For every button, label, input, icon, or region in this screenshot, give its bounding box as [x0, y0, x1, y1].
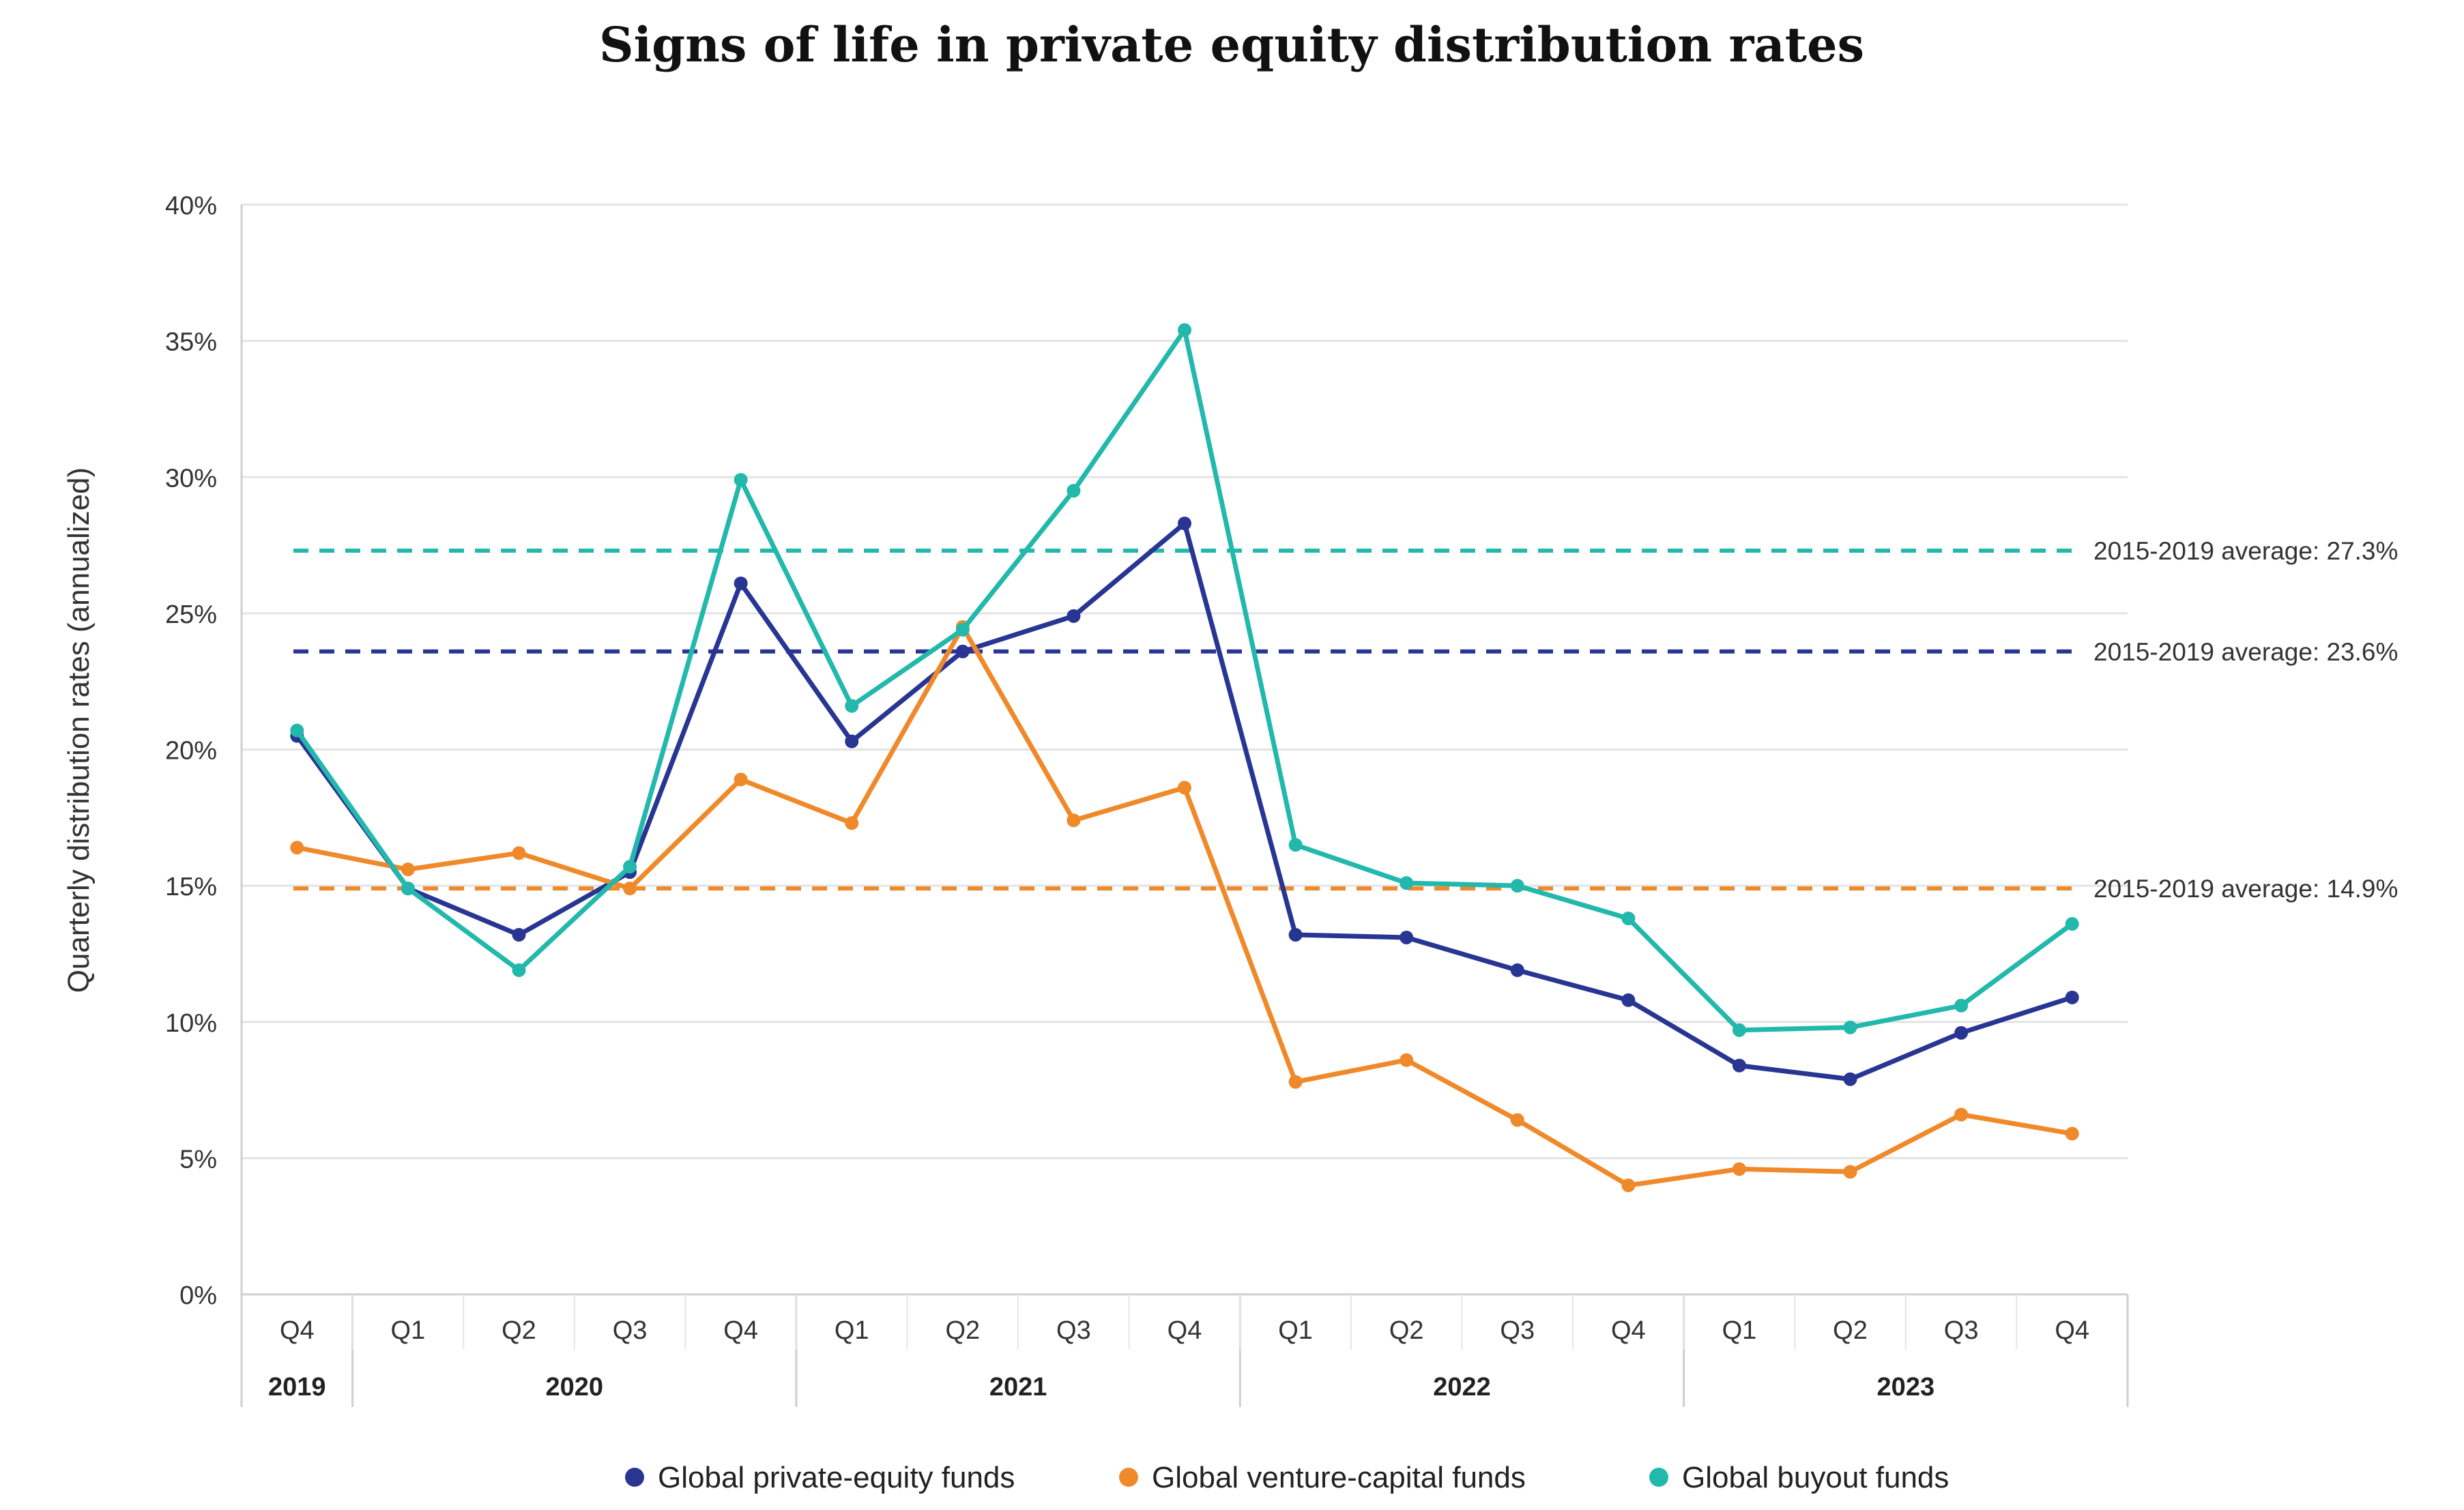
data-point	[2065, 990, 2079, 1004]
data-point	[401, 862, 415, 877]
legend-marker	[625, 1468, 644, 1487]
data-point	[1400, 876, 1414, 890]
y-tick-label: 10%	[165, 1009, 217, 1038]
y-tick-label: 20%	[165, 737, 217, 766]
average-label: 2015-2019 average: 27.3%	[2093, 537, 2398, 565]
data-point	[401, 882, 415, 896]
data-point	[845, 734, 859, 749]
y-tick-label: 0%	[179, 1281, 217, 1310]
data-point	[1288, 838, 1303, 852]
x-axis: Q4 Q1 Q2 Q3 Q4 Q1 Q2 Q3 Q4 Q1 Q2 Q3 Q4 Q1 Q2 Q3 Q4 2019 20…	[268, 1294, 2089, 1407]
x-tick-label: Q3	[613, 1316, 648, 1345]
data-point	[512, 963, 526, 977]
data-point	[734, 473, 748, 487]
data-point	[1954, 1107, 1969, 1122]
data-point	[1510, 963, 1524, 977]
x-tick-label: Q2	[502, 1316, 536, 1345]
legend-marker	[1649, 1468, 1668, 1487]
data-point	[1400, 930, 1414, 944]
legend-label: Global venture-capital funds	[1152, 1461, 1526, 1494]
data-point	[623, 882, 637, 896]
data-point	[1954, 1026, 1969, 1040]
year-label: 2020	[545, 1373, 603, 1402]
x-tick-label: Q4	[280, 1316, 315, 1345]
data-point	[1178, 517, 1191, 531]
data-point	[734, 772, 748, 787]
x-tick-label: Q3	[1944, 1316, 1979, 1345]
data-point	[1510, 1113, 1524, 1127]
data-point	[1732, 1162, 1746, 1176]
data-point	[512, 846, 526, 860]
axis-frame	[240, 205, 2129, 1407]
data-point	[2065, 1127, 2079, 1141]
x-tick-label: Q4	[2055, 1316, 2089, 1345]
data-point	[290, 841, 304, 855]
y-tick-label: 35%	[165, 328, 217, 357]
data-point	[1954, 998, 1969, 1013]
y-tick-label: 25%	[165, 600, 217, 629]
data-point	[1400, 1053, 1414, 1067]
legend-label: Global private-equity funds	[658, 1461, 1015, 1494]
series-line	[294, 328, 2075, 1033]
x-tick-label: Q1	[1722, 1316, 1757, 1345]
average-label: 2015-2019 average: 23.6%	[2093, 638, 2398, 666]
year-label: 2023	[1877, 1373, 1935, 1402]
data-point	[1178, 323, 1191, 337]
series-lines	[290, 323, 2079, 1193]
y-tick-label: 40%	[165, 192, 217, 220]
x-tick-label: Q1	[835, 1316, 869, 1345]
x-tick-label: Q4	[723, 1316, 758, 1345]
x-tick-label: Q3	[1500, 1316, 1535, 1345]
data-point	[623, 860, 637, 874]
grid: 0% 5% 10% 15% 20% 25% 30% 35% 40%	[165, 192, 2128, 1310]
data-point	[955, 622, 970, 637]
data-point	[1288, 1075, 1303, 1089]
data-point	[512, 927, 526, 942]
y-axis-label: Quarterly distribution rates (annualized…	[62, 467, 96, 993]
x-tick-label: Q3	[1056, 1316, 1091, 1345]
reference-lines: 2015-2019 average: 27.3% 2015-2019 averag…	[293, 537, 2398, 903]
data-point	[1510, 879, 1524, 893]
year-label: 2019	[268, 1373, 326, 1402]
x-tick-label: Q1	[1278, 1316, 1313, 1345]
data-point	[1288, 927, 1303, 942]
data-point	[1732, 1023, 1746, 1037]
x-tick-label: Q2	[945, 1316, 980, 1345]
data-point	[1178, 781, 1191, 795]
data-point	[1067, 609, 1081, 623]
data-point	[845, 699, 859, 713]
series-line	[294, 521, 2075, 1082]
data-point	[1621, 912, 1636, 926]
x-tick-label: Q4	[1611, 1316, 1646, 1345]
x-tick-label: Q2	[1389, 1316, 1424, 1345]
x-tick-label: Q2	[1833, 1316, 1868, 1345]
y-tick-label: 30%	[165, 464, 217, 493]
y-tick-label: 5%	[179, 1145, 217, 1174]
data-point	[290, 723, 304, 738]
y-tick-label: 15%	[165, 873, 217, 901]
legend-marker	[1119, 1468, 1138, 1487]
data-point	[845, 816, 859, 830]
data-point	[1067, 813, 1081, 828]
data-point	[1843, 1165, 1857, 1179]
data-point	[2065, 917, 2079, 931]
data-point	[1732, 1058, 1746, 1073]
x-tick-label: Q1	[391, 1316, 426, 1345]
data-point	[955, 644, 970, 658]
year-label: 2022	[1433, 1373, 1491, 1402]
legend: Global private-equity funds Global ventur…	[625, 1461, 1949, 1494]
chart-title: Signs of life in private equity distribu…	[599, 16, 1864, 73]
data-point	[1067, 484, 1081, 498]
series-line	[294, 624, 2075, 1188]
data-point	[1843, 1020, 1857, 1034]
year-label: 2021	[989, 1373, 1047, 1402]
x-tick-label: Q4	[1168, 1316, 1202, 1345]
average-label: 2015-2019 average: 14.9%	[2093, 875, 2398, 903]
data-point	[1621, 1178, 1636, 1193]
data-point	[1843, 1072, 1857, 1086]
data-point	[1621, 993, 1636, 1007]
legend-label: Global buyout funds	[1682, 1461, 1949, 1494]
data-point	[734, 576, 748, 590]
